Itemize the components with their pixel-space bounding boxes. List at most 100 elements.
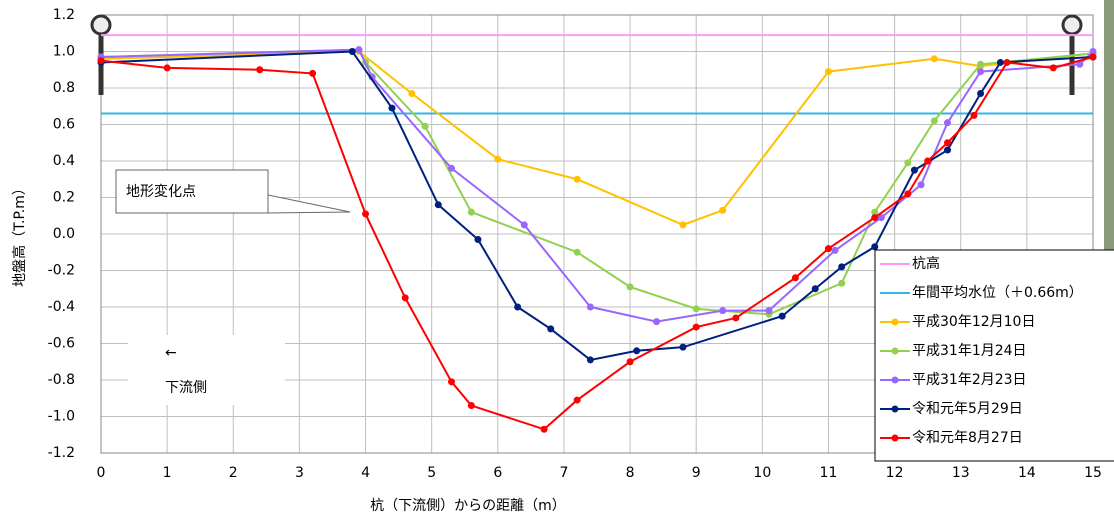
data-point (977, 89, 985, 97)
data-point (474, 235, 482, 243)
data-point (448, 378, 456, 386)
data-point (930, 55, 938, 63)
y-tick-label: 0.0 (53, 226, 75, 242)
data-point (871, 208, 879, 216)
data-point (163, 64, 171, 72)
y-tick-label: -1.2 (48, 445, 75, 461)
data-point (388, 104, 396, 112)
data-point (996, 58, 1004, 66)
data-point (679, 221, 687, 229)
data-point (573, 396, 581, 404)
data-point (679, 343, 687, 351)
data-point (977, 60, 985, 68)
data-point (547, 325, 555, 333)
x-tick-label: 9 (692, 465, 701, 481)
data-point (692, 305, 700, 313)
y-tick-label: 0.8 (53, 80, 75, 96)
x-tick-label: 12 (886, 465, 904, 481)
data-point (877, 214, 885, 222)
data-point (408, 89, 416, 97)
data-point (924, 157, 932, 165)
plot-border (100, 14, 1094, 454)
data-point (838, 279, 846, 287)
data-point (970, 111, 978, 119)
x-tick-label: 5 (427, 465, 436, 481)
data-point (791, 274, 799, 282)
x-tick-label: 14 (1018, 465, 1036, 481)
photo-strip (1104, 0, 1114, 460)
y-axis-label: 地盤高（T.P.m） (11, 181, 28, 287)
legend-marker (891, 434, 899, 442)
y-tick-label: 1.0 (53, 44, 75, 60)
y-tick-label: -1.0 (48, 409, 75, 425)
data-point (653, 318, 661, 326)
data-point (1003, 58, 1011, 66)
data-point (573, 248, 581, 256)
data-point (362, 210, 370, 218)
data-point (871, 243, 879, 251)
data-point (256, 66, 264, 74)
x-axis-label: 杭（下流側）からの距離（m） (370, 497, 566, 514)
data-point (811, 285, 819, 293)
data-point (977, 68, 985, 76)
x-tick-label: 11 (820, 465, 838, 481)
legend-label: 平成30年12月10日 (912, 314, 1035, 330)
data-point (586, 303, 594, 311)
data-point (1076, 60, 1084, 68)
callout-rect (115, 169, 269, 214)
data-point (1089, 48, 1097, 55)
pile-head (90, 14, 112, 36)
x-tick-label: 6 (493, 465, 502, 481)
data-point (1089, 53, 1097, 61)
y-tick-label: -0.6 (48, 336, 75, 352)
downstream-box (128, 335, 285, 405)
legend-marker (891, 347, 899, 355)
data-point (778, 312, 786, 320)
data-point (838, 263, 846, 271)
data-point (904, 190, 912, 198)
data-point (824, 68, 832, 76)
legend-label: 令和元年8月27日 (912, 430, 1023, 446)
legend-marker (891, 376, 899, 384)
data-point (97, 57, 105, 65)
data-point (467, 402, 475, 410)
data-point (831, 246, 839, 254)
legend-label: 杭高 (912, 255, 940, 272)
data-point (944, 139, 952, 147)
annotation: 下流側 (165, 380, 207, 396)
data-point (824, 245, 832, 253)
data-point (348, 48, 356, 55)
x-tick-label: 3 (295, 465, 304, 481)
data-point (514, 303, 522, 311)
data-point (586, 356, 594, 364)
pile-head (1061, 14, 1083, 36)
y-tick-label: 0.2 (53, 190, 75, 206)
data-point (494, 155, 502, 163)
data-point (765, 307, 773, 315)
legend-box (874, 249, 1114, 462)
annotation: 地形変化点 (126, 183, 196, 200)
legend-label: 年間平均水位（＋0.66m） (912, 285, 1083, 301)
data-point (917, 181, 925, 189)
data-point (719, 206, 727, 214)
y-tick-label: 1.2 (53, 7, 75, 23)
data-point (573, 175, 581, 183)
x-tick-label: 10 (753, 465, 771, 481)
y-tick-label: -0.4 (48, 299, 75, 315)
data-point (930, 117, 938, 125)
data-point (626, 358, 634, 366)
legend-label: 平成31年2月23日 (912, 372, 1027, 388)
x-tick-label: 1 (163, 465, 172, 481)
legend-label: 平成31年1月24日 (912, 343, 1027, 359)
data-point (626, 283, 634, 291)
y-tick-label: -0.8 (48, 372, 75, 388)
legend-marker (891, 405, 899, 413)
data-point (1049, 64, 1057, 72)
x-tick-label: 8 (626, 465, 635, 481)
y-tick-label: -0.2 (48, 263, 75, 279)
data-point (944, 119, 952, 127)
y-tick-label: 0.6 (53, 117, 75, 133)
data-point (309, 69, 317, 77)
data-point (355, 46, 363, 54)
